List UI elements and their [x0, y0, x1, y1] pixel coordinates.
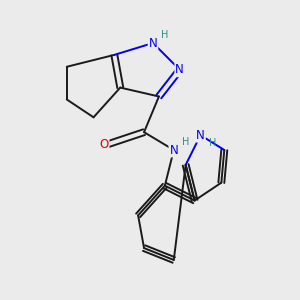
Text: N: N	[169, 143, 178, 157]
Text: O: O	[99, 138, 109, 151]
Text: H: H	[182, 137, 189, 147]
Text: H: H	[209, 138, 217, 148]
Text: N: N	[196, 129, 205, 142]
Text: H: H	[160, 30, 168, 40]
Text: N: N	[175, 63, 184, 76]
Text: N: N	[148, 37, 157, 50]
